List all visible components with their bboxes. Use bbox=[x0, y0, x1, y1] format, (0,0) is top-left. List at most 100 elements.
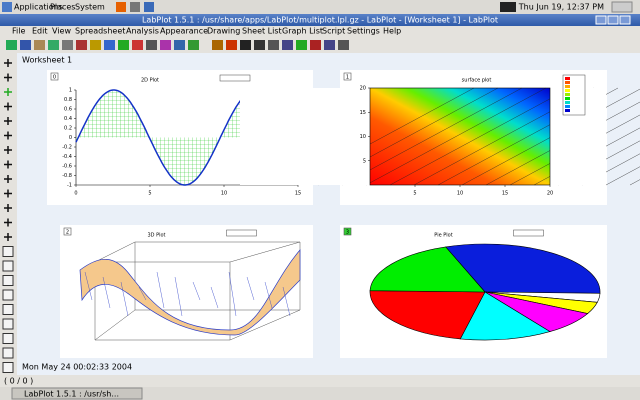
launcher-icon[interactable] bbox=[116, 2, 126, 12]
legend-box bbox=[226, 229, 257, 237]
task-button[interactable] bbox=[11, 387, 143, 400]
plot-title: 2D Plot bbox=[141, 78, 159, 84]
worksheet-title: Worksheet 1 bbox=[22, 56, 72, 65]
tool-button[interactable] bbox=[240, 40, 251, 50]
tool-button[interactable] bbox=[48, 40, 59, 50]
left-tool-button[interactable] bbox=[2, 362, 14, 373]
tool-button[interactable] bbox=[160, 40, 171, 50]
menu-item[interactable]: Graph List bbox=[282, 27, 323, 36]
contour bbox=[341, 87, 523, 186]
surface-frame bbox=[240, 88, 370, 185]
menu-item[interactable]: Help bbox=[383, 27, 401, 36]
plot-index-box bbox=[343, 72, 352, 81]
tool-glyph bbox=[4, 117, 12, 125]
tool-button[interactable] bbox=[282, 40, 293, 50]
taskbar bbox=[0, 387, 640, 400]
menu-item[interactable]: Analysis bbox=[126, 27, 159, 36]
left-tool-button[interactable] bbox=[2, 246, 14, 257]
tool-button[interactable] bbox=[6, 40, 17, 50]
close-button[interactable] bbox=[619, 15, 631, 25]
legend-box bbox=[513, 229, 544, 237]
tool-glyph bbox=[4, 88, 12, 96]
tool-button[interactable] bbox=[324, 40, 335, 50]
pie-slice bbox=[369, 290, 486, 340]
plot-index: 0 bbox=[53, 75, 56, 81]
tool-button[interactable] bbox=[296, 40, 307, 50]
tool-button[interactable] bbox=[212, 40, 223, 50]
mesh-line bbox=[84, 271, 93, 301]
mesh-line bbox=[192, 281, 201, 301]
tool-glyph bbox=[4, 204, 12, 212]
monitor-applet bbox=[500, 2, 516, 12]
left-tool-button[interactable] bbox=[2, 260, 14, 272]
tool-button[interactable] bbox=[338, 40, 349, 50]
x-tick-label: 10 bbox=[457, 191, 463, 197]
tool-button[interactable] bbox=[310, 40, 321, 50]
tool-button[interactable] bbox=[104, 40, 115, 50]
timestamp: Mon May 24 00:02:33 2004 bbox=[22, 363, 132, 372]
legend-swatch bbox=[565, 97, 570, 100]
tool-button[interactable] bbox=[146, 40, 157, 50]
mesh-line bbox=[210, 286, 219, 309]
plot-index-box bbox=[343, 227, 352, 236]
plot-panel bbox=[60, 225, 313, 358]
x-tick-label: 20 bbox=[547, 191, 553, 197]
menu-item[interactable]: Edit bbox=[32, 27, 48, 36]
left-tool-button[interactable] bbox=[2, 333, 14, 344]
y-tick-label: -0.8 bbox=[62, 173, 72, 179]
panel-menu[interactable]: System bbox=[75, 3, 105, 12]
menu-item[interactable]: Settings bbox=[347, 27, 380, 36]
y-tick-label: -0.2 bbox=[62, 145, 72, 151]
left-tool-button[interactable] bbox=[2, 275, 14, 286]
tool-button[interactable] bbox=[20, 40, 31, 50]
y-tick-label: 0 bbox=[69, 135, 72, 141]
left-tool-button[interactable] bbox=[2, 318, 14, 330]
mesh-line bbox=[138, 286, 147, 301]
tool-button[interactable] bbox=[174, 40, 185, 50]
minimize-button[interactable] bbox=[595, 15, 607, 25]
clock: Thu Jun 19, 12:37 PM bbox=[518, 3, 604, 12]
menu-item[interactable]: Spreadsheet bbox=[75, 27, 125, 36]
left-tool-button[interactable] bbox=[2, 347, 14, 359]
menu-item[interactable]: Appearance bbox=[160, 27, 208, 36]
tool-button[interactable] bbox=[188, 40, 199, 50]
panel-menu[interactable]: Places bbox=[50, 3, 75, 12]
legend-swatch bbox=[565, 101, 570, 104]
menu-item[interactable]: Sheet List bbox=[242, 27, 282, 36]
left-tool-button[interactable] bbox=[2, 304, 14, 315]
launcher-icon[interactable] bbox=[2, 2, 12, 12]
tool-button[interactable] bbox=[76, 40, 87, 50]
tool-button[interactable] bbox=[254, 40, 265, 50]
tool-button[interactable] bbox=[268, 40, 279, 50]
launcher-icon[interactable] bbox=[144, 2, 154, 12]
tool-button[interactable] bbox=[226, 40, 237, 50]
panel-menu[interactable]: Applications bbox=[14, 3, 63, 12]
maximize-button[interactable] bbox=[607, 15, 619, 25]
tool-glyph bbox=[4, 160, 12, 169]
menu-item[interactable]: File bbox=[12, 27, 25, 36]
legend-swatch bbox=[565, 109, 570, 112]
left-tool-button[interactable] bbox=[2, 289, 14, 301]
top-panel bbox=[0, 0, 640, 14]
plot-index-box bbox=[63, 227, 72, 236]
plot-index: 2 bbox=[66, 230, 69, 236]
menu-item[interactable]: View bbox=[52, 27, 71, 36]
tool-button[interactable] bbox=[62, 40, 73, 50]
left-tools bbox=[2, 59, 14, 373]
launcher-icon[interactable] bbox=[130, 2, 140, 12]
contour bbox=[365, 87, 547, 186]
logout-icon[interactable] bbox=[611, 1, 633, 13]
surface bbox=[370, 88, 550, 185]
y-tick-label: 1 bbox=[69, 88, 72, 94]
tool-button[interactable] bbox=[90, 40, 101, 50]
legend-swatch bbox=[565, 105, 570, 108]
tool-button[interactable] bbox=[118, 40, 129, 50]
contour bbox=[389, 87, 571, 186]
tool-button[interactable] bbox=[34, 40, 45, 50]
menu-item[interactable]: Drawing bbox=[207, 27, 240, 36]
x-tick-label: 5 bbox=[413, 191, 416, 197]
tool-button[interactable] bbox=[132, 40, 143, 50]
menu-item[interactable]: Script bbox=[322, 27, 345, 36]
y-tick-label: 0.4 bbox=[64, 116, 72, 122]
